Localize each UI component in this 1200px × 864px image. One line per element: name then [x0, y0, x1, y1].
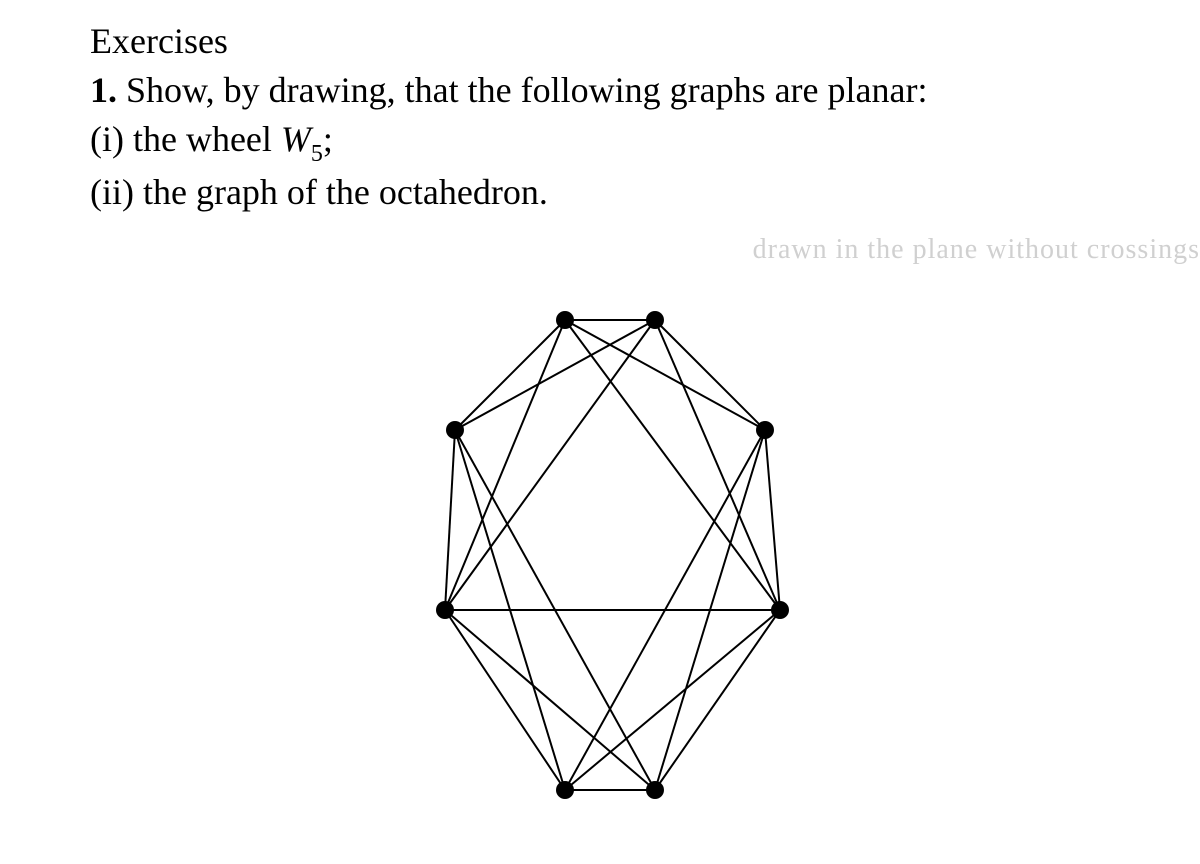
graph-edge — [765, 430, 780, 610]
graph-node — [756, 421, 774, 439]
graph-edge — [655, 320, 765, 430]
graph-edge — [445, 430, 455, 610]
graph-node — [556, 781, 574, 799]
part-i-suffix: ; — [323, 119, 333, 159]
graph-node — [556, 311, 574, 329]
graph-edge — [565, 320, 780, 610]
graph-edge — [445, 610, 565, 790]
exercise-1-line: 1. Show, by drawing, that the following … — [90, 66, 1110, 115]
part-i-line: (i) the wheel W5; — [90, 115, 1110, 169]
part-i-prefix: (i) the wheel — [90, 119, 281, 159]
exercise-text: Show, by drawing, that the following gra… — [117, 70, 927, 110]
exercises-heading: Exercises — [90, 20, 1110, 62]
graph-node — [646, 781, 664, 799]
exercise-number: 1. — [90, 70, 117, 110]
graph-diagram — [410, 300, 810, 830]
part-ii-line: (ii) the graph of the octahedron. — [90, 168, 1110, 217]
graph-node — [771, 601, 789, 619]
graph-edge — [455, 320, 565, 430]
graph-node — [446, 421, 464, 439]
graph-edge — [565, 320, 765, 430]
graph-edge — [445, 320, 565, 610]
ghost-text: drawn in the plane without crossings — [753, 234, 1200, 266]
part-i-subscript: 5 — [311, 141, 323, 167]
graph-edge — [455, 320, 655, 430]
graph-node — [436, 601, 454, 619]
graph-node — [646, 311, 664, 329]
graph-edge — [565, 610, 780, 790]
graph-edge — [655, 320, 780, 610]
graph-edge — [445, 610, 655, 790]
part-i-symbol: W — [281, 119, 311, 159]
graph-edge — [445, 320, 655, 610]
